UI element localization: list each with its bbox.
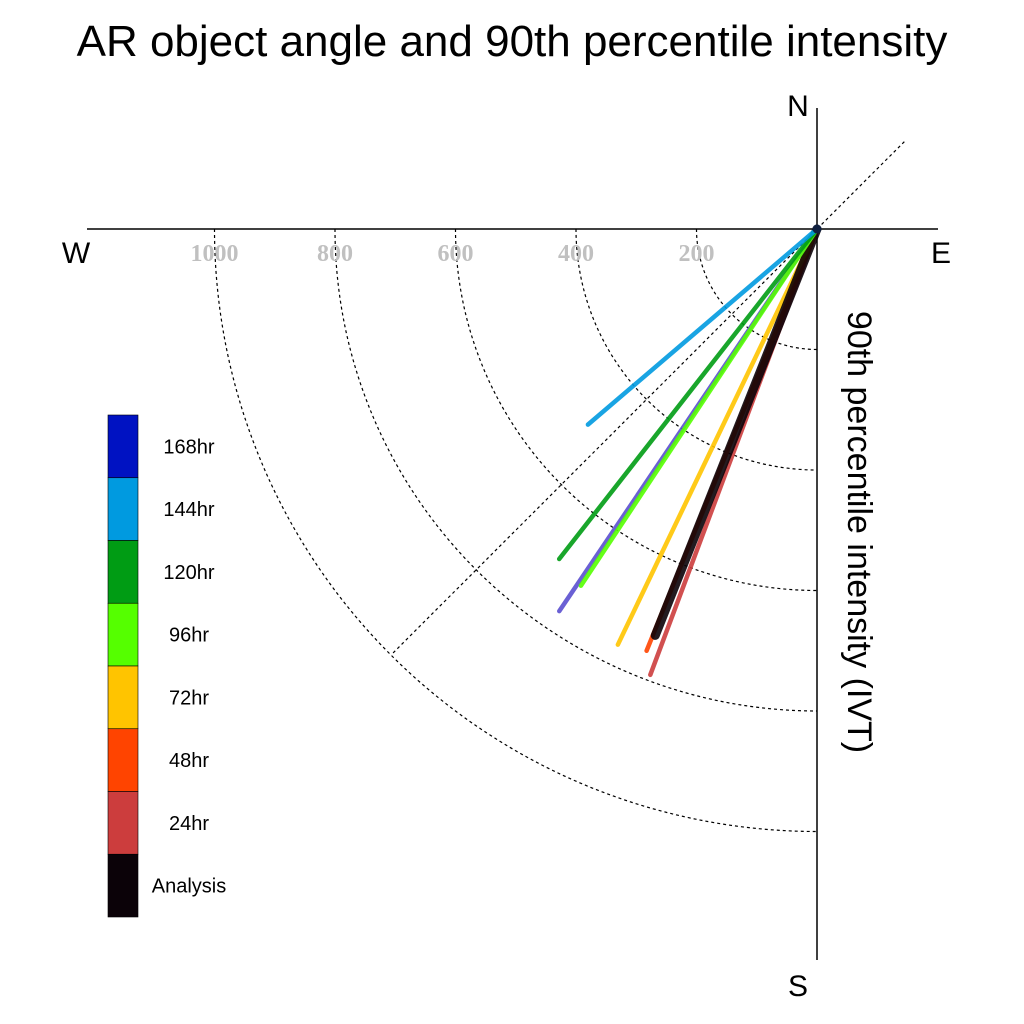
legend-swatch-72hr xyxy=(107,665,139,730)
legend-swatch-24hr xyxy=(107,791,139,855)
chart-title: AR object angle and 90th percentile inte… xyxy=(77,17,948,66)
compass-north-label: N xyxy=(787,90,809,123)
legend-label-analysis: Analysis xyxy=(152,876,226,898)
legend: 168hr 144hr 120hr 96hr 72hr 48hr 24hr Analysis xyxy=(107,414,226,918)
legend-swatch-144hr xyxy=(107,477,139,541)
origin-marker xyxy=(812,224,822,234)
range-ring-1000 xyxy=(213,228,818,833)
y-axis-label: 90th percentile intensity (IVT) xyxy=(840,311,878,753)
legend-label-168hr: 168hr xyxy=(163,436,214,458)
legend-label-24hr: 24hr xyxy=(169,813,209,835)
legend-swatch-120hr xyxy=(107,540,139,604)
legend-label-48hr: 48hr xyxy=(169,750,209,772)
legend-label-72hr: 72hr xyxy=(169,687,209,709)
range-ring-400 xyxy=(575,228,818,471)
range-ring-200 xyxy=(695,228,818,351)
radial-tick-label: 400 xyxy=(558,241,594,267)
radial-tick-labels: 200 400 600 800 1000 xyxy=(191,241,715,267)
radial-tick-label: 800 xyxy=(317,241,353,267)
legend-label-120hr: 120hr xyxy=(163,562,214,584)
series-line-analysis xyxy=(650,224,822,640)
legend-swatch-48hr xyxy=(107,728,139,792)
series-line-72hr xyxy=(615,226,820,647)
legend-swatch-96hr xyxy=(107,602,139,667)
legend-label-144hr: 144hr xyxy=(163,499,214,521)
compass-west-label: W xyxy=(62,237,91,270)
legend-label-96hr: 96hr xyxy=(169,625,209,647)
radial-tick-label: 600 xyxy=(438,241,474,267)
compass-south-label: S xyxy=(788,970,808,1003)
range-ring-800 xyxy=(334,228,818,712)
series-lines xyxy=(556,224,822,678)
legend-swatch-analysis xyxy=(107,853,139,918)
legend-swatch-168hr xyxy=(107,414,139,479)
radial-tick-label: 1000 xyxy=(191,241,239,267)
range-ring-600 xyxy=(454,228,818,592)
series-line-144hr xyxy=(585,226,820,427)
series-line-96hr xyxy=(578,226,820,588)
radial-tick-label: 200 xyxy=(679,241,715,267)
series-line-120hr xyxy=(556,226,820,562)
compass-east-label: E xyxy=(931,237,951,270)
